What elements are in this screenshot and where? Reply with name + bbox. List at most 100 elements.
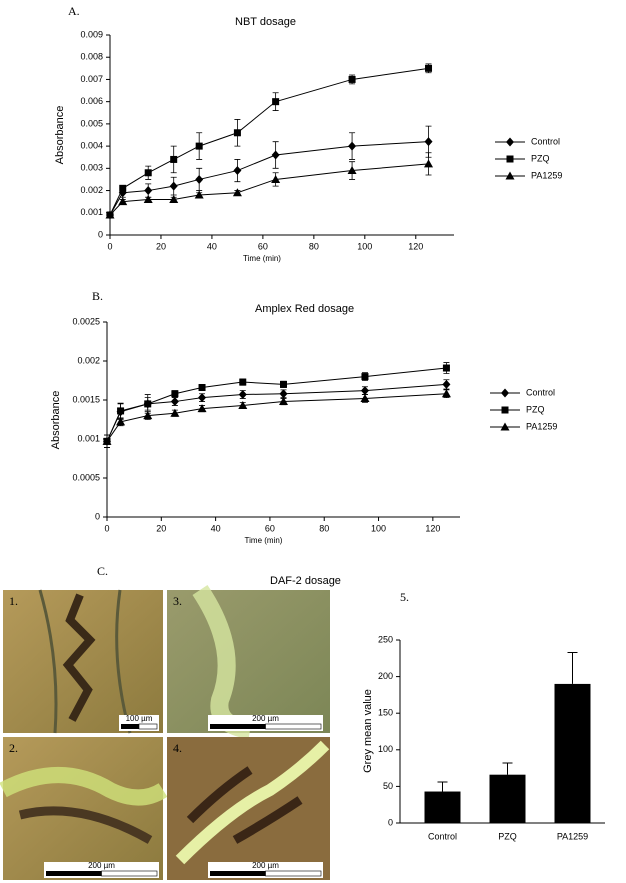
legend-label: PZQ (531, 153, 550, 163)
x-tick-label: PZQ (498, 831, 517, 841)
x-tick-label: 80 (319, 523, 329, 533)
x-tick-label: 0 (107, 241, 112, 251)
marker (144, 186, 153, 196)
marker (360, 386, 369, 396)
marker (116, 417, 126, 426)
marker (279, 389, 288, 399)
gut (18, 806, 153, 844)
scale-label: 100 µm (126, 714, 153, 723)
marker (119, 184, 127, 192)
y-tick-label: 0.0025 (72, 316, 100, 326)
marker (233, 166, 242, 176)
y-tick-label: 0.0005 (72, 472, 100, 482)
marker (501, 388, 509, 398)
x-tick-label: 120 (425, 523, 440, 533)
y-tick-label: 0.002 (80, 185, 103, 195)
marker (195, 142, 203, 150)
y-tick-label: 250 (378, 634, 393, 644)
image-label: 3. (173, 594, 182, 608)
marker (347, 166, 357, 175)
y-tick-label: 50 (383, 781, 393, 791)
legend-label: Control (531, 136, 560, 146)
series-line (106, 393, 447, 442)
marker (442, 379, 451, 389)
marker (271, 174, 281, 183)
marker (118, 197, 128, 206)
marker (195, 174, 204, 184)
y-tick-label: 100 (378, 744, 393, 754)
marker (506, 137, 514, 147)
micrograph (3, 590, 163, 733)
marker (169, 194, 179, 203)
series-line (106, 383, 447, 442)
gut (62, 593, 96, 722)
y-tick-label: 0.003 (80, 163, 103, 173)
worm-fluor (0, 767, 168, 806)
marker (232, 188, 242, 197)
marker (238, 390, 247, 400)
marker (424, 159, 434, 168)
y-tick-label: 0.001 (80, 207, 103, 217)
micrograph (3, 737, 163, 880)
marker (233, 129, 241, 137)
y-axis-label: Grey mean value (362, 689, 374, 773)
chart-title: Amplex Red dosage (255, 303, 354, 315)
y-tick-label: 0.006 (80, 96, 103, 106)
marker (425, 64, 433, 72)
marker (424, 137, 433, 147)
worm-fluor (175, 740, 330, 865)
scale-bar (265, 870, 322, 877)
x-tick-label: 60 (258, 241, 268, 251)
series-line (109, 141, 429, 216)
marker (361, 373, 369, 381)
x-axis-label: Time (min) (243, 254, 281, 263)
marker (170, 397, 179, 407)
gut (186, 766, 303, 844)
image-label: 1. (9, 594, 18, 608)
marker (501, 406, 509, 414)
scale-bar (210, 871, 266, 876)
marker (239, 378, 247, 386)
error-bar (437, 781, 448, 792)
marker (348, 75, 356, 83)
bar (554, 683, 591, 823)
marker (198, 384, 206, 392)
x-tick-label: 20 (156, 523, 166, 533)
x-tick-label: 100 (371, 523, 386, 533)
series-line (106, 367, 447, 442)
marker (171, 390, 179, 398)
micrograph (167, 590, 330, 733)
scale-bar (101, 870, 158, 877)
marker (117, 407, 125, 415)
marker (360, 393, 370, 402)
marker (169, 181, 178, 191)
y-tick-label: 0.005 (80, 118, 103, 128)
x-tick-label: 0 (104, 523, 109, 533)
x-tick-label: PA1259 (557, 831, 588, 841)
marker (280, 380, 287, 388)
bar (424, 791, 461, 823)
error-bar (567, 651, 578, 684)
scale-label: 200 µm (88, 861, 115, 870)
legend-label: Control (526, 387, 555, 397)
y-tick-label: 150 (378, 708, 393, 718)
marker (170, 408, 180, 417)
chart-title: NBT dosage (235, 16, 296, 28)
x-tick-label: 20 (156, 241, 166, 251)
panel-label: 5. (400, 590, 409, 604)
marker (144, 400, 152, 408)
marker (102, 436, 112, 445)
y-tick-label: 0 (388, 817, 393, 827)
marker (272, 98, 280, 106)
marker (105, 210, 115, 219)
y-tick-label: 0 (98, 229, 103, 239)
legend-label: PZQ (526, 404, 545, 414)
marker (144, 169, 152, 177)
marker (170, 155, 178, 163)
marker (279, 397, 288, 406)
x-axis-label: Time (min) (245, 536, 283, 545)
image-label: 4. (173, 741, 182, 755)
x-tick-label: 80 (309, 241, 319, 251)
legend-label: PA1259 (531, 170, 562, 180)
